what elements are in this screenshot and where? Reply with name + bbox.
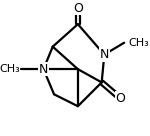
Text: CH₃: CH₃ xyxy=(0,64,20,74)
Text: N: N xyxy=(100,48,109,61)
Text: N: N xyxy=(39,63,48,76)
Text: O: O xyxy=(115,92,125,105)
Text: CH₃: CH₃ xyxy=(128,38,149,48)
Text: O: O xyxy=(73,2,83,15)
